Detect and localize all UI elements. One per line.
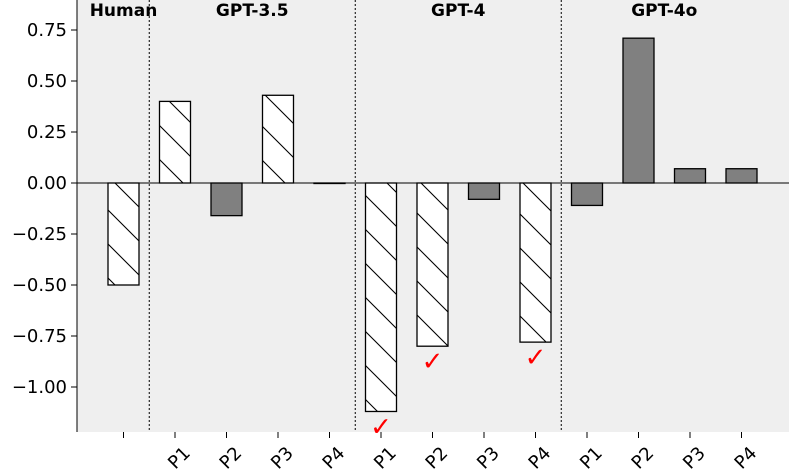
bar — [210, 182, 243, 217]
x-tick-label: P2 — [628, 443, 659, 472]
x-tick-label: P1 — [370, 443, 401, 472]
check-mark: ✓ — [422, 347, 444, 377]
bars-layer — [107, 37, 758, 413]
y-tick-label: 0.50 — [27, 71, 67, 92]
x-tick-label: P3 — [679, 443, 710, 472]
bar — [158, 100, 192, 184]
x-tick-label: P3 — [473, 443, 504, 472]
bar — [622, 37, 655, 184]
group-label: GPT-3.5 — [216, 1, 289, 21]
y-tick-label: 0.25 — [27, 122, 67, 143]
group-label: Human — [90, 1, 158, 21]
y-tick-label: 0.00 — [27, 173, 67, 194]
bar — [570, 182, 604, 207]
check-marks: ✓ ✓ ✓ — [370, 343, 546, 442]
check-mark: ✓ — [370, 412, 392, 442]
bar — [261, 94, 295, 184]
y-tick-label: −1.00 — [12, 377, 67, 398]
x-tick-label: P4 — [319, 443, 350, 472]
bar — [519, 182, 552, 343]
x-axis: P1 P2 P3 P4 P1 P2 P3 P4 P1 P2 P3 P4 — [123, 432, 762, 472]
x-tick-label: P2 — [422, 443, 453, 472]
bar — [416, 182, 449, 347]
bar — [673, 168, 707, 184]
group-label: GPT-4 — [431, 1, 486, 21]
x-tick-label: P3 — [267, 443, 298, 472]
x-tick-label: P4 — [525, 443, 556, 472]
group-label: GPT-4o — [631, 1, 697, 21]
bar — [107, 182, 140, 286]
y-tick-label: −0.25 — [12, 224, 67, 245]
bar — [364, 182, 398, 413]
group-dividers — [148, 0, 562, 432]
y-tick-label: 0.75 — [27, 20, 67, 41]
y-tick-label: −0.50 — [12, 275, 67, 296]
check-mark: ✓ — [525, 343, 547, 373]
y-tick-label: −0.75 — [12, 326, 67, 347]
bar — [725, 168, 758, 184]
y-axis: 0.75 0.50 0.25 0.00 −0.25 −0.50 −0.75 −1.00 — [12, 20, 77, 398]
x-tick-label: P1 — [164, 443, 195, 472]
group-labels: Human GPT-3.5 GPT-4 GPT-4o — [90, 1, 698, 21]
bar — [467, 182, 501, 200]
x-tick-label: P2 — [216, 443, 247, 472]
x-tick-label: P4 — [731, 443, 762, 472]
x-tick-label: P1 — [576, 443, 607, 472]
